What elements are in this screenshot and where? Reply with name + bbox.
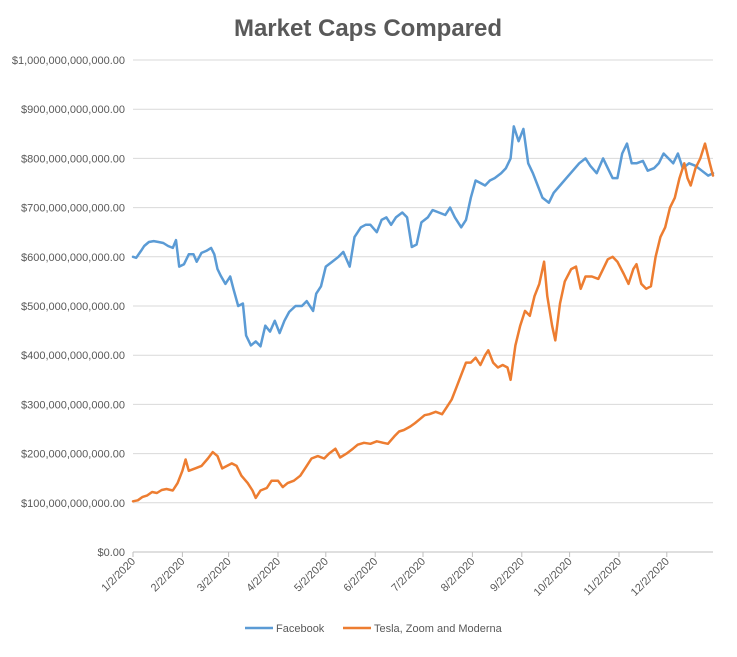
y-tick-label: $200,000,000,000.00 <box>21 449 125 461</box>
legend-label: Tesla, Zoom and Moderna <box>374 623 503 635</box>
x-tick-label: 4/2/2020 <box>244 556 283 595</box>
y-tick-label: $500,000,000,000.00 <box>21 301 125 313</box>
y-tick-label: $800,000,000,000.00 <box>21 153 125 165</box>
legend-label: Facebook <box>276 623 325 635</box>
y-tick-label: $0.00 <box>97 547 125 559</box>
y-tick-label: $100,000,000,000.00 <box>21 498 125 510</box>
y-tick-label: $700,000,000,000.00 <box>21 203 125 215</box>
x-tick-label: 11/2/2020 <box>582 556 625 599</box>
y-tick-label: $1,000,000,000,000.00 <box>12 55 125 67</box>
x-tick-label: 9/2/2020 <box>488 556 527 595</box>
x-tick-label: 1/2/2020 <box>99 556 138 595</box>
x-tick-label: 10/2/2020 <box>532 556 575 599</box>
x-tick-label: 3/2/2020 <box>195 556 234 595</box>
x-tick-label: 5/2/2020 <box>292 556 331 595</box>
y-tick-label: $600,000,000,000.00 <box>21 252 125 264</box>
x-tick-label: 2/2/2020 <box>149 556 188 595</box>
x-tick-label: 12/2/2020 <box>629 556 672 599</box>
y-tick-label: $900,000,000,000.00 <box>21 104 125 116</box>
gridlines <box>133 59 713 553</box>
legend[interactable]: Facebook Tesla, Zoom and Moderna <box>245 623 503 635</box>
x-tick-label: 7/2/2020 <box>389 556 428 595</box>
x-tick-label: 6/2/2020 <box>342 556 381 595</box>
x-tick-label: 8/2/2020 <box>439 556 478 595</box>
x-axis-ticks: 1/2/2020 2/2/2020 3/2/2020 4/2/2020 5/2/2020… <box>99 552 672 599</box>
y-tick-label: $300,000,000,000.00 <box>21 399 125 411</box>
series-line-tesla-zoom-moderna <box>131 142 715 503</box>
series-lines <box>131 125 715 503</box>
legend-item[interactable]: Facebook <box>245 623 325 635</box>
legend-item[interactable]: Tesla, Zoom and Moderna <box>343 623 503 635</box>
y-axis-ticks: $0.00 $100,000,000,000.00 $200,000,000,000… <box>12 55 125 559</box>
series-line-facebook <box>131 125 715 348</box>
y-tick-label: $400,000,000,000.00 <box>21 350 125 362</box>
chart-title: Market Caps Compared <box>234 15 502 42</box>
